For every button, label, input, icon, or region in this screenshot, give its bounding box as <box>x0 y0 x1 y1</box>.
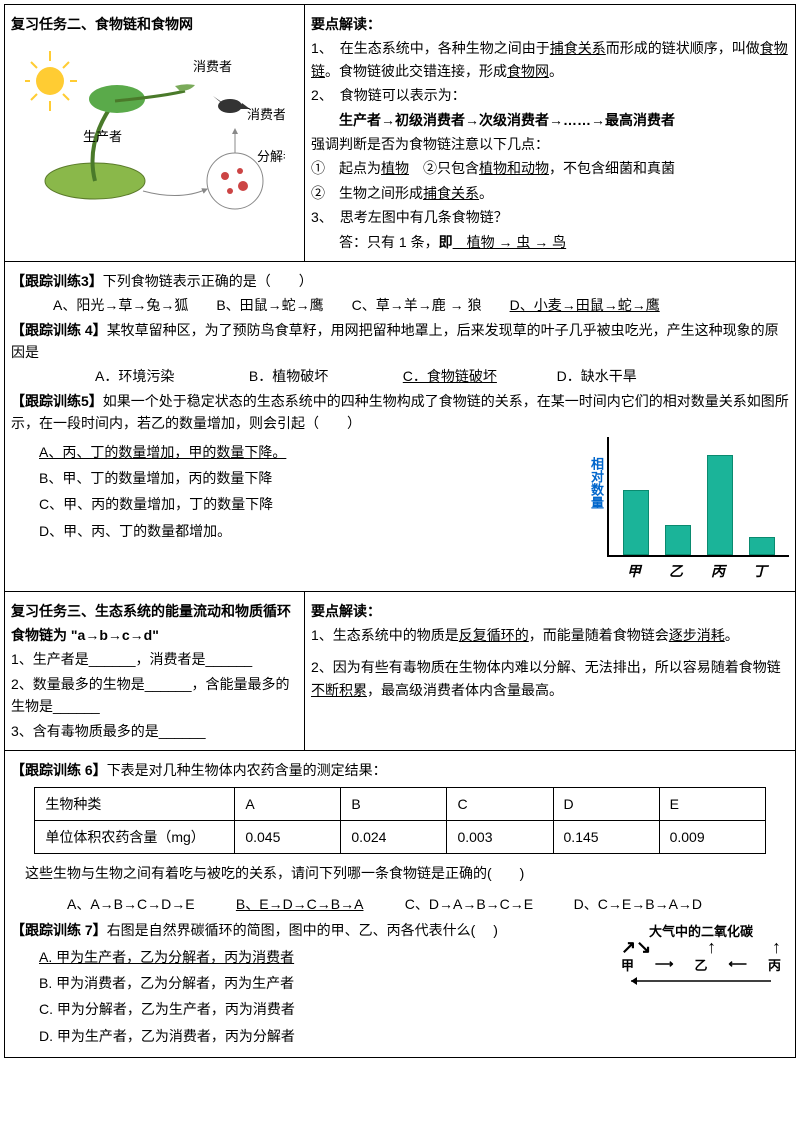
s3-p2: 2、因为有些有毒物质在生物体内难以分解、无法排出，所以容易随着食物链不断积累，最… <box>311 656 789 701</box>
ex3-5-cell: 【跟踪训练3】下列食物链表示正确的是（ ） A、阳光→草→兔→狐 B、田鼠→蛇→… <box>5 262 795 591</box>
ex6-7-cell: 【跟踪训练 6】下表是对几种生物体内农药含量的测定结果： 生物种类 A B C … <box>5 751 795 1057</box>
section2-row: 复习任务二、食物链和食物网 生产者 消费者 <box>5 5 795 262</box>
ex5-c: C、甲、丙的数量增加，丁的数量下降 <box>39 493 587 515</box>
ex4: 【跟踪训练 4】某牧草留种区，为了预防鸟食草籽，用网把留种地罩上，后来发现草的叶… <box>11 319 789 364</box>
bar-labels: 甲 乙 丙 丁 <box>607 557 789 585</box>
carbon-cycle-diagram: 大气中的二氧化碳 ↗↘↑↑ 甲⟶ 乙⟵ 丙 <box>613 917 789 994</box>
worksheet-page: 复习任务二、食物链和食物网 生产者 消费者 <box>4 4 796 1058</box>
ex3-5-row: 【跟踪训练3】下列食物链表示正确的是（ ） A、阳光→草→兔→狐 B、田鼠→蛇→… <box>5 262 795 592</box>
val-a: 0.045 <box>235 821 341 854</box>
ex6-q2: 这些生物与生物之间有着吃与被吃的关系，请问下列哪一条食物链是正确的( ) <box>25 862 789 884</box>
consumer-label-1: 消费者 <box>193 59 232 74</box>
section3-row: 复习任务三、生态系统的能量流动和物质循环 食物链为 "a→b→c→d" 1、生产… <box>5 592 795 751</box>
chart-ylabel: 相对数量 <box>587 457 606 509</box>
ex7-b: B. 甲为消费者，乙为分解者，丙为生产者 <box>39 972 605 994</box>
table-row: 生物种类 A B C D E <box>35 788 765 821</box>
consumer-label-2: 消费者 <box>247 107 285 122</box>
food-chain-diagram: 生产者 消费者 消费者 分解者 <box>11 37 298 218</box>
ex6-opts: A、A→B→C→D→E B、E→D→C→B→A C、D→A→B→C→E D、C→… <box>11 893 789 915</box>
ex7-c: C. 甲为分解者，乙为生产者，丙为消费者 <box>39 998 605 1020</box>
ex6-table: 生物种类 A B C D E 单位体积农药含量（mg） 0.045 0.024 … <box>34 787 765 854</box>
ex5-d: D、甲、丙、丁的数量都增加。 <box>39 520 587 542</box>
s3-p1: 1、生态系统中的物质是反复循环的，而能量随着食物链会逐步消耗。 <box>311 624 789 646</box>
ecosystem-svg: 生产者 消费者 消费者 分解者 <box>25 41 285 211</box>
s2-p2: 2、 食物链可以表示为： <box>311 84 789 106</box>
s2-p4: 3、 思考左图中有几条食物链？ <box>311 206 789 228</box>
s3-points-title: 要点解读： <box>311 600 789 622</box>
ex3-opts: A、阳光→草→兔→狐 B、田鼠→蛇→鹰 C、草→羊→鹿 → 狼 D、小麦→田鼠→… <box>11 294 789 316</box>
bar-area: 相对数量 <box>607 437 789 557</box>
s2-chain: 生产者→初级消费者→次级消费者→……→最高消费者 <box>311 109 789 131</box>
th-amount: 单位体积农药含量（mg） <box>35 821 235 854</box>
ex7-d: D. 甲为生产者，乙为消费者，丙为分解者 <box>39 1025 605 1047</box>
section3-title: 复习任务三、生态系统的能量流动和物质循环 <box>11 600 298 622</box>
val-b: 0.024 <box>341 821 447 854</box>
ex7-a: A. 甲为生产者，乙为分解者，丙为消费者 <box>39 946 605 968</box>
val-d: 0.145 <box>553 821 659 854</box>
s3-q1: 1、生产者是______，消费者是______ <box>11 648 298 670</box>
ex5-area: A、丙、丁的数量增加，甲的数量下降。 B、甲、丁的数量增加，丙的数量下降 C、甲… <box>11 437 789 585</box>
val-c: 0.003 <box>447 821 553 854</box>
s2-p3-2: ② 生物之间形成捕食关系。 <box>311 182 789 204</box>
s2-p1: 1、 在生态系统中，各种生物之间由于捕食关系而形成的链状顺序，叫做食物链。食物链… <box>311 37 789 82</box>
th-species: 生物种类 <box>35 788 235 821</box>
carbon-nodes: 甲⟶ 乙⟵ 丙 <box>621 955 781 974</box>
val-e: 0.009 <box>659 821 765 854</box>
ex5-a: A、丙、丁的数量增加，甲的数量下降。 <box>39 441 587 463</box>
col-d: D <box>553 788 659 821</box>
decomposer-label: 分解者 <box>257 149 285 164</box>
col-b: B <box>341 788 447 821</box>
carbon-arrows-up: ↗↘↑↑ <box>621 940 781 954</box>
s3-q3: 3、含有毒物质最多的是______ <box>11 720 298 742</box>
ex7-left: 【跟踪训练 7】右图是自然界碳循环的简图，图中的甲、乙、丙各代表什么( ) A.… <box>11 917 605 1051</box>
ex5: 【跟踪训练5】如果一个处于稳定状态的生态系统中的四种生物构成了食物链的关系，在某… <box>11 390 789 435</box>
col-e: E <box>659 788 765 821</box>
ex6-7-row: 【跟踪训练 6】下表是对几种生物体内农药含量的测定结果： 生物种类 A B C … <box>5 751 795 1057</box>
col-c: C <box>447 788 553 821</box>
s2-p3-1: ① 起点为植物 ②只包含植物和动物，不包含细菌和真菌 <box>311 157 789 179</box>
bar-jia <box>623 490 649 555</box>
section3-left: 复习任务三、生态系统的能量流动和物质循环 食物链为 "a→b→c→d" 1、生产… <box>5 592 305 750</box>
ex5-options: A、丙、丁的数量增加，甲的数量下降。 B、甲、丁的数量增加，丙的数量下降 C、甲… <box>11 437 587 547</box>
table-row: 单位体积农药含量（mg） 0.045 0.024 0.003 0.145 0.0… <box>35 821 765 854</box>
ex4-opts: A．环境污染 B．植物破坏 C．食物链破坏 D．缺水干旱 <box>11 365 789 387</box>
col-a: A <box>235 788 341 821</box>
section2-right: 要点解读： 1、 在生态系统中，各种生物之间由于捕食关系而形成的链状顺序，叫做食… <box>305 5 795 261</box>
s3-q2: 2、数量最多的生物是______，含能量最多的生物是______ <box>11 673 298 718</box>
section2-title: 复习任务二、食物链和食物网 <box>11 13 298 35</box>
s2-p3: 强调判断是否为食物链注意以下几点： <box>311 133 789 155</box>
ex5-chart: 相对数量 甲 乙 丙 丁 <box>607 437 789 585</box>
producer-label: 生产者 <box>83 129 122 144</box>
carbon-bottom-arrow <box>621 974 781 988</box>
ex5-b: B、甲、丁的数量增加，丙的数量下降 <box>39 467 587 489</box>
ex6: 【跟踪训练 6】下表是对几种生物体内农药含量的测定结果： <box>11 759 789 781</box>
ex7-area: 【跟踪训练 7】右图是自然界碳循环的简图，图中的甲、乙、丙各代表什么( ) A.… <box>11 917 789 1051</box>
ex7: 【跟踪训练 7】右图是自然界碳循环的简图，图中的甲、乙、丙各代表什么( ) <box>11 919 605 941</box>
s3-chain: 食物链为 "a→b→c→d" <box>11 624 298 646</box>
section2-left: 复习任务二、食物链和食物网 生产者 消费者 <box>5 5 305 261</box>
points-title: 要点解读： <box>311 13 789 35</box>
ex3: 【跟踪训练3】下列食物链表示正确的是（ ） <box>11 270 789 292</box>
s2-p4-ans: 答：只有 1 条，即 植物 → 虫 → 鸟 <box>311 231 789 253</box>
bar-bing <box>707 455 733 555</box>
bar-yi <box>665 525 691 555</box>
section3-right: 要点解读： 1、生态系统中的物质是反复循环的，而能量随着食物链会逐步消耗。 2、… <box>305 592 795 750</box>
bar-ding <box>749 537 775 555</box>
